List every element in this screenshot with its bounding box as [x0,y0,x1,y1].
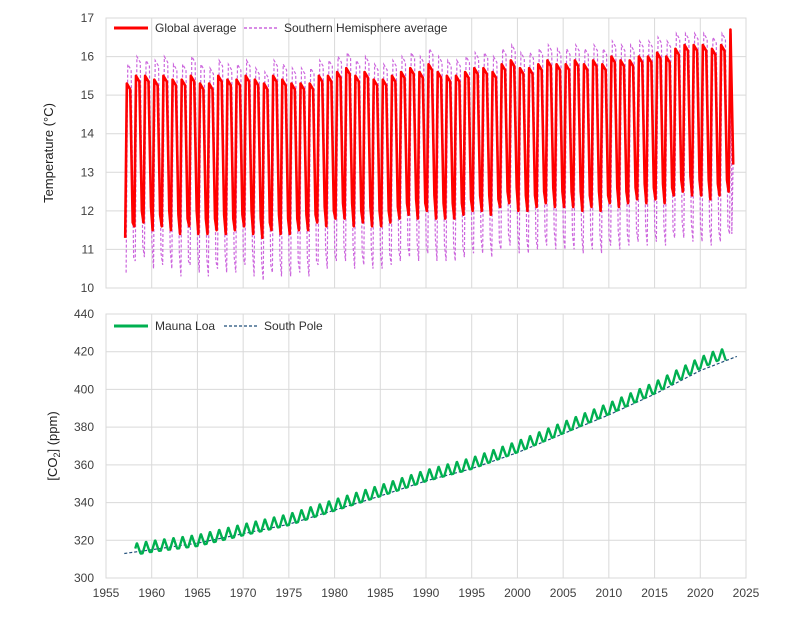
y-tick-label: 400 [74,382,94,396]
temperature-series [123,28,735,281]
legend-label-south-pole: South Pole [264,319,323,333]
y-tick-label: 15 [81,88,95,102]
y-tick-label: 320 [74,533,94,547]
x-tick-label: 1985 [367,586,394,600]
x-tick-label: 1995 [458,586,485,600]
series-south-pole [124,355,738,555]
co2-y-label-subscript: 2 [52,453,62,458]
temperature-legend: Global average Southern Hemisphere avera… [114,21,448,35]
x-tick-label: 2025 [733,586,760,600]
co2-legend: Mauna Loa South Pole [114,319,323,333]
y-tick-label: 360 [74,458,94,472]
y-tick-label: 11 [82,242,95,256]
y-tick-label: 380 [74,420,94,434]
co2-y-axis-label: [CO2] (ppm) [45,411,62,480]
x-tick-label: 1955 [93,586,120,600]
temperature-y-ticks: 10 11 12 13 14 15 16 17 [81,11,95,295]
x-tick-label: 1970 [230,586,257,600]
temperature-y-axis-label: Temperature (°C) [41,103,56,203]
x-tick-label: 1960 [138,586,165,600]
co2-panel: 300 320 340 360 380 400 420 440 1955 1960 1965 197… [45,307,760,600]
legend-label-mauna-loa: Mauna Loa [155,319,215,333]
y-tick-label: 420 [74,345,94,359]
y-tick-label: 12 [81,204,95,218]
x-tick-label: 2020 [687,586,714,600]
x-tick-label: 1990 [413,586,440,600]
co2-series [124,348,738,555]
y-tick-label: 10 [81,281,95,295]
x-tick-label: 2005 [550,586,577,600]
y-tick-label: 13 [81,165,95,179]
legend-label-global-average: Global average [155,21,237,35]
series-global-average [123,28,735,240]
x-tick-label: 2010 [596,586,623,600]
y-tick-label: 300 [74,571,94,585]
y-tick-label: 340 [74,496,94,510]
co2-y-label-tail: ] (ppm) [45,411,60,452]
co2-y-label-main: [CO [45,458,60,481]
y-tick-label: 14 [81,127,95,141]
y-tick-label: 17 [81,11,95,25]
x-tick-label: 1965 [184,586,211,600]
legend-label-southern-hemisphere: Southern Hemisphere average [284,21,448,35]
x-tick-label: 2000 [504,586,531,600]
y-tick-label: 440 [74,307,94,321]
temperature-panel: 10 11 12 13 14 15 16 17 Temperature (°C) Global… [41,11,747,295]
x-tick-label: 1980 [321,586,348,600]
x-tick-label: 1975 [276,586,303,600]
co2-y-ticks: 300 320 340 360 380 400 420 440 [74,307,94,585]
co2-x-ticks: 1955 1960 1965 1970 1975 1980 1985 1990 1995 2000… [93,586,760,600]
y-tick-label: 16 [81,50,95,64]
series-mauna-loa [134,348,727,555]
x-tick-label: 2015 [641,586,668,600]
